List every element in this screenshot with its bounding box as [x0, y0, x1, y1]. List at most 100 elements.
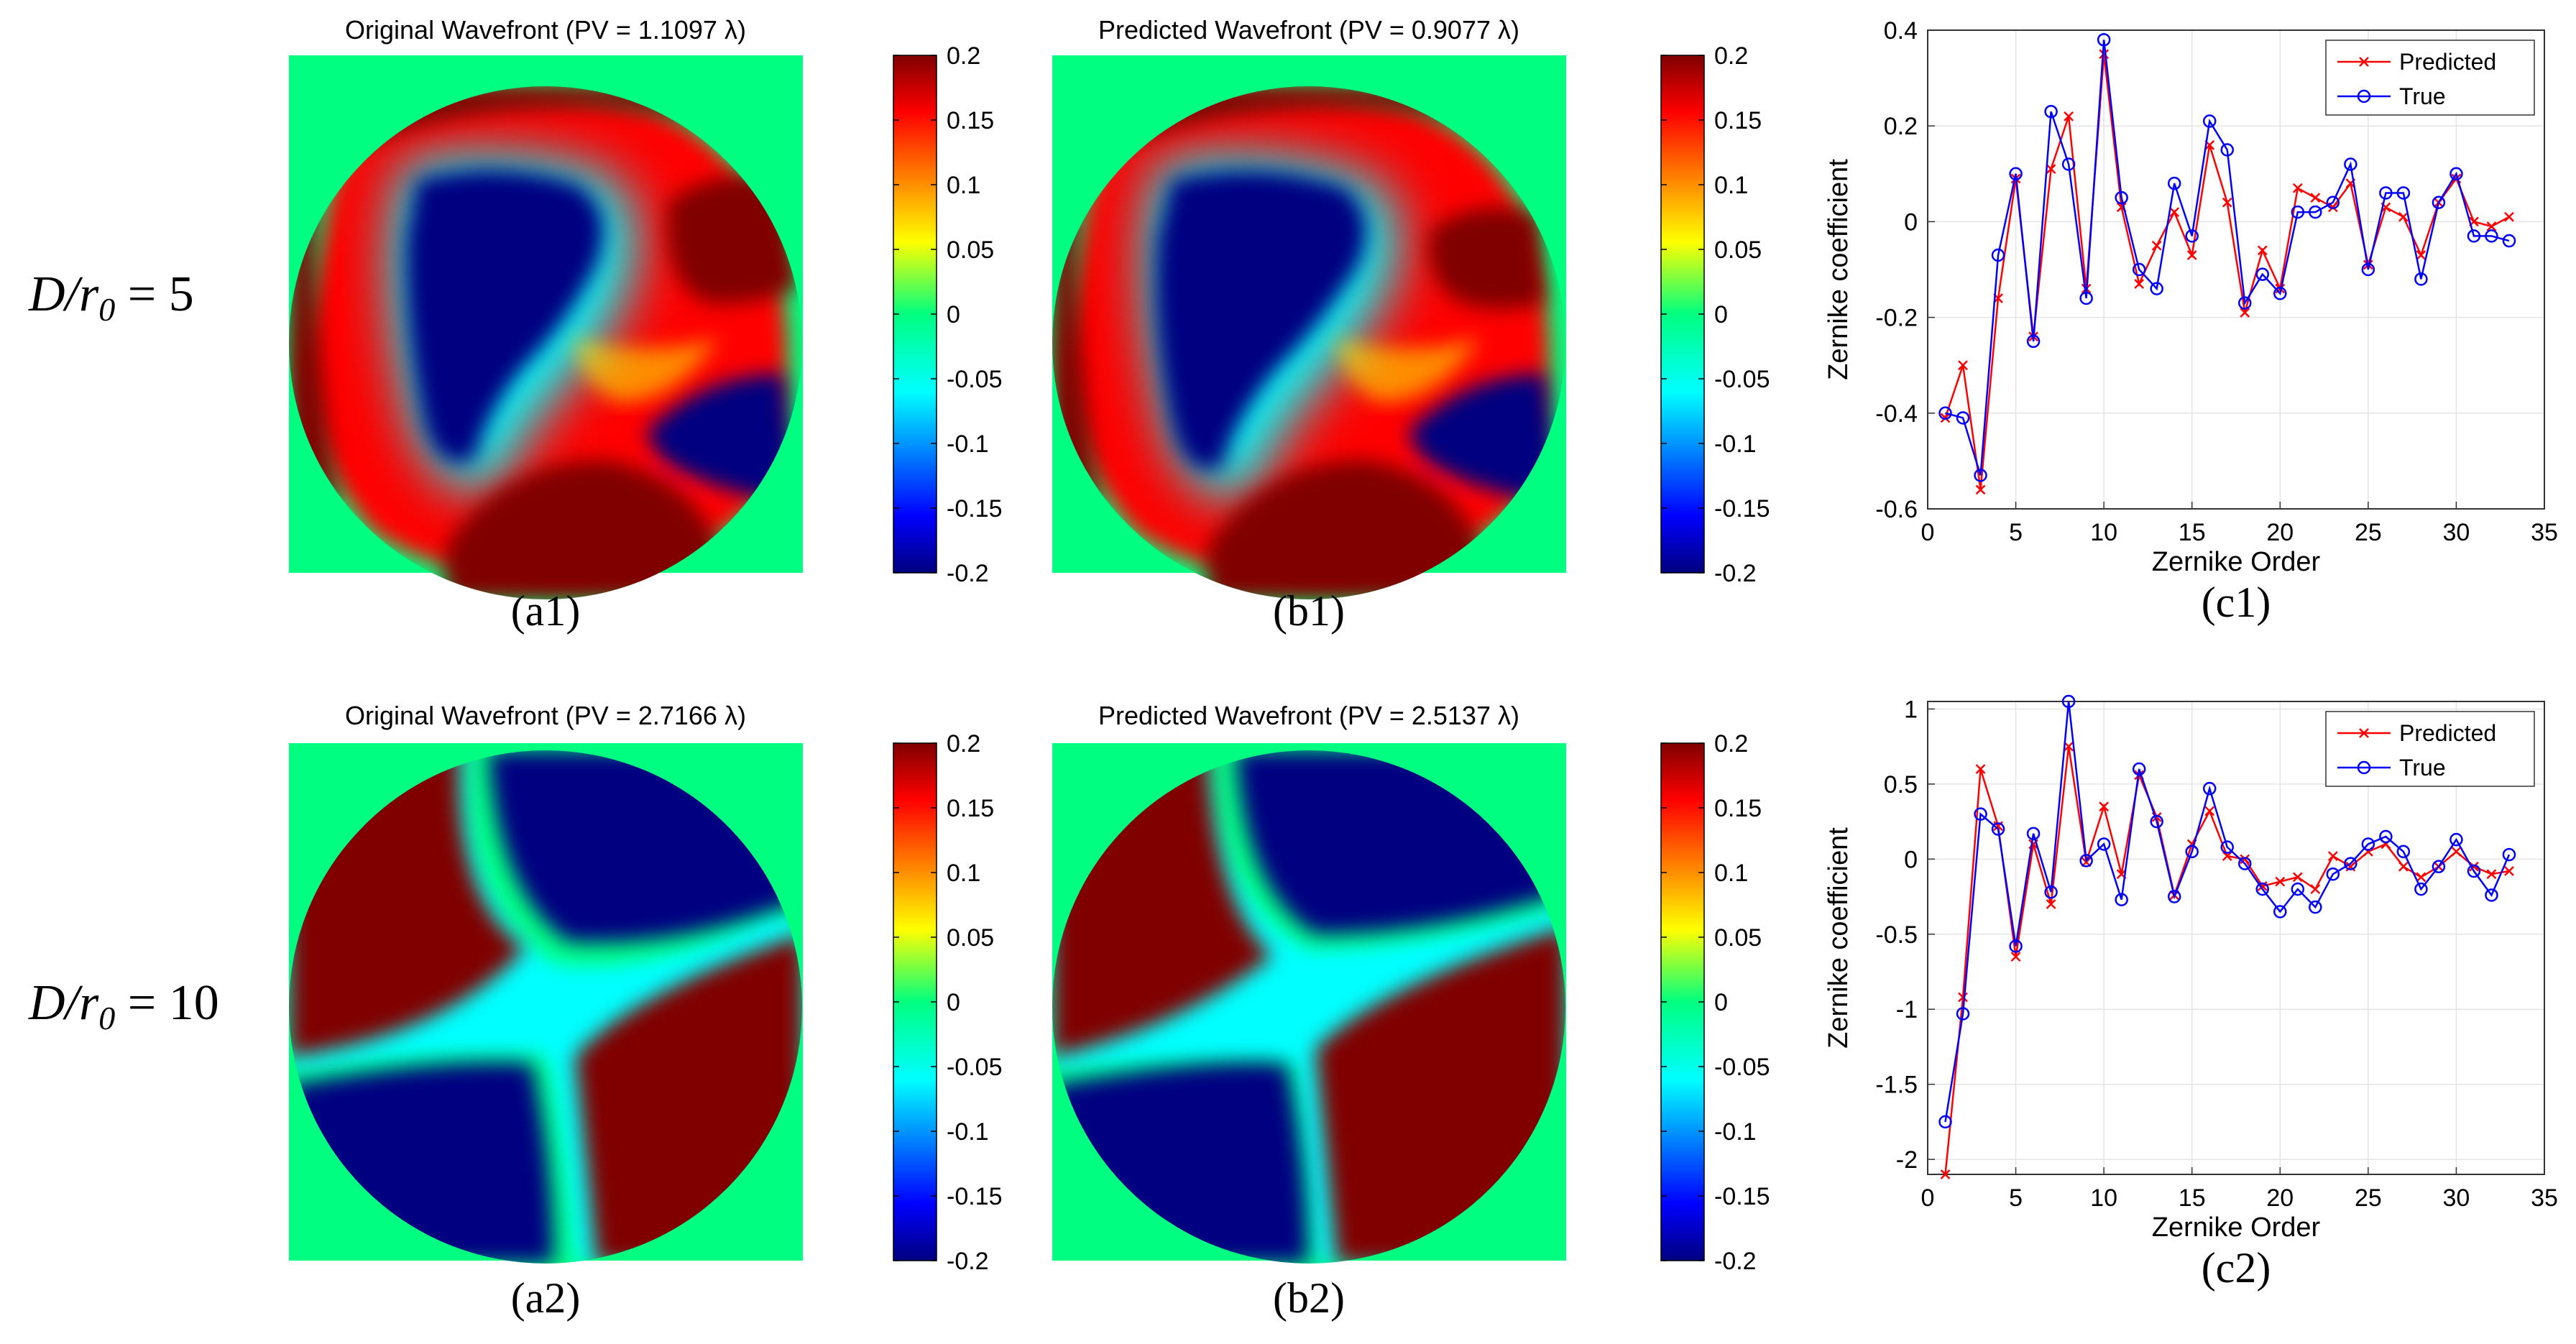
colorbar-tick-label: 0.2 — [947, 42, 980, 70]
data-point-true — [1974, 469, 1987, 482]
colorbar-tick-label: 0.1 — [947, 172, 980, 199]
data-point-predicted — [2257, 245, 2268, 256]
legend-label-true: True — [2399, 755, 2446, 781]
data-point-predicted — [1940, 1169, 1951, 1179]
data-point-true — [1991, 248, 2005, 262]
data-point-true — [2502, 234, 2516, 248]
y-tick-label: 1 — [1904, 696, 1918, 723]
data-point-true — [2238, 296, 2252, 310]
data-point-predicted — [2010, 952, 2021, 962]
colorbar-row2: 0.2 0.15 0.1 0.05 0 -0.05 -0.1 -0.15 -0.2 — [893, 730, 1003, 1275]
legend-marker-true — [2357, 760, 2371, 775]
data-point-predicted — [2099, 801, 2110, 812]
data-point-predicted — [2240, 308, 2250, 318]
data-point-predicted — [2310, 193, 2321, 203]
data-point-predicted — [2292, 872, 2303, 883]
y-axis-label: Zernike coefficient — [1823, 827, 1854, 1049]
data-point-true — [2396, 844, 2411, 859]
data-point-true — [2291, 205, 2305, 219]
wavefront-panel-b1: Predicted Wavefront (PV = 0.9077 λ) (b1) — [1052, 15, 1566, 635]
row-label-1: D/r0 = 5 — [28, 267, 194, 328]
y-tick-label: -0.4 — [1875, 400, 1918, 428]
data-point-true — [2132, 262, 2146, 277]
data-point-true — [2150, 814, 2163, 829]
plot-frame — [1927, 29, 2545, 510]
data-point-true — [2432, 195, 2446, 210]
data-point-true — [2273, 287, 2287, 300]
legend-marker-predicted — [2359, 728, 2369, 738]
x-tick-label: 0 — [1921, 1184, 1935, 1212]
data-point-true — [2026, 827, 2041, 841]
data-point-true — [2467, 864, 2481, 878]
colorbar-tick-label: 0.1 — [947, 860, 980, 887]
data-point-predicted — [2186, 250, 2197, 260]
data-point-true — [2202, 781, 2217, 796]
data-point-predicted — [2416, 872, 2426, 883]
x-tick-label: 35 — [2531, 519, 2558, 546]
data-point-true — [1956, 1007, 1970, 1021]
x-tick-label: 15 — [2179, 519, 2206, 546]
colorbar-gradient — [1660, 55, 1705, 574]
colorbar-tick-label: 0.05 — [1714, 924, 1762, 952]
x-tick-label: 35 — [2531, 1184, 2558, 1212]
wavefront-panel-a2: Original Wavefront (PV = 2.7166 λ) (a2) — [289, 701, 803, 1322]
panel-title: Predicted Wavefront (PV = 2.5137 λ) — [1098, 701, 1519, 730]
wavefront-map — [1052, 750, 1565, 1264]
data-point-true — [2450, 167, 2463, 181]
colorbar-gradient — [1660, 742, 1705, 1261]
x-tick-label: 0 — [1921, 519, 1935, 546]
data-point-predicted — [2046, 899, 2056, 909]
colorbar-tick-label: -0.2 — [1714, 1248, 1757, 1275]
y-tick-label: 0 — [1904, 208, 1918, 236]
colorbar-tick-label: 0.2 — [1714, 42, 1748, 70]
wavefront-panel-a1: Original Wavefront (PV = 1.1097 λ) (a1) — [289, 15, 803, 635]
data-point-predicted — [2398, 861, 2409, 872]
y-tick-label: 0.5 — [1884, 771, 1918, 798]
chart-caption: (c2) — [2202, 1244, 2271, 1292]
data-point-true — [2097, 837, 2111, 851]
colorbar-tick-label: 0.1 — [1714, 860, 1748, 887]
wavefront-map — [289, 86, 802, 599]
data-point-true — [2344, 157, 2358, 171]
x-tick-label: 10 — [2090, 519, 2117, 546]
data-point-predicted — [2486, 221, 2497, 231]
data-point-true — [2238, 857, 2252, 870]
data-point-true — [2273, 905, 2287, 919]
x-tick-label: 30 — [2443, 1184, 2470, 1212]
colorbar-tick-label: -0.05 — [947, 366, 1003, 393]
zernike-chart-c2: 0 5 10 15 20 25 30 35 1 0.5 0 -0.5 -1 -1.5 -2 Predicted… — [1823, 694, 2558, 1292]
data-point-true — [2309, 205, 2322, 219]
data-point-true — [2379, 829, 2393, 844]
data-point-true — [2414, 272, 2428, 286]
colorbar-tick-label: -0.1 — [947, 431, 989, 458]
data-point-predicted — [2204, 806, 2215, 816]
data-point-true — [2097, 33, 2111, 47]
colorbar-tick-label: 0.15 — [947, 107, 994, 134]
data-point-predicted — [2504, 866, 2514, 876]
data-point-predicted — [2275, 876, 2286, 887]
data-point-predicted — [2151, 240, 2162, 251]
plot-frame — [1927, 701, 2545, 1175]
data-point-true — [2061, 694, 2076, 709]
data-point-true — [2220, 143, 2234, 157]
y-tick-label: 0 — [1904, 846, 1918, 873]
data-point-true — [1938, 406, 1952, 420]
series-line-true — [1945, 40, 2510, 476]
colorbar-tick-label: 0.05 — [947, 924, 994, 952]
data-point-true — [2432, 860, 2446, 874]
data-point-predicted — [2222, 851, 2232, 862]
y-tick-label: -0.5 — [1875, 921, 1918, 949]
data-point-true — [2167, 890, 2181, 903]
data-point-true — [2026, 334, 2041, 349]
colorbar-tick-label: -0.05 — [947, 1054, 1003, 1081]
y-tick-label: -0.2 — [1875, 305, 1918, 332]
colorbar-tick-label: 0.2 — [947, 730, 980, 758]
data-point-predicted — [2486, 869, 2497, 880]
colorbar-gradient — [893, 742, 937, 1261]
data-point-predicted — [1940, 413, 1951, 423]
legend-marker-true — [2357, 89, 2371, 103]
chart-caption: (c1) — [2202, 579, 2271, 626]
legend-label-predicted: Predicted — [2399, 720, 2496, 746]
data-point-true — [2220, 840, 2234, 854]
data-point-predicted — [2046, 164, 2056, 175]
